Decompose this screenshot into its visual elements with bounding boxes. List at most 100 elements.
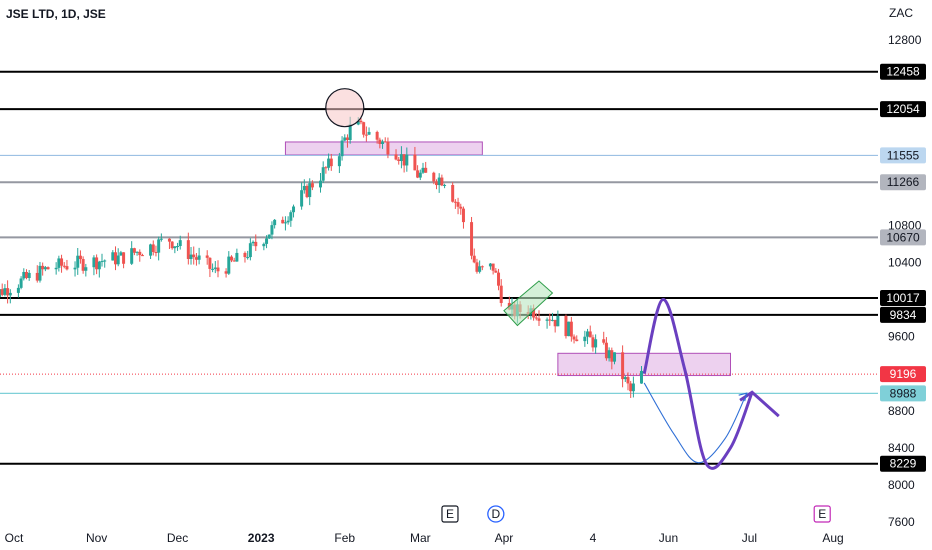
price-tag-bg	[880, 147, 926, 164]
candle-body	[22, 271, 26, 279]
candle-body	[548, 319, 552, 321]
earnings-event-marker[interactable]	[813, 505, 831, 523]
candle-body	[639, 370, 643, 384]
candle-body	[534, 317, 538, 319]
candle-body	[159, 238, 163, 240]
price-tag-8229: 8229	[890, 457, 917, 471]
candle-body	[356, 120, 360, 125]
candle-body	[488, 263, 492, 267]
candle-body	[76, 255, 80, 268]
candle-body	[497, 272, 501, 286]
candle-body	[267, 234, 271, 239]
candle-body	[170, 241, 174, 249]
candle-body	[194, 257, 198, 260]
candle-body	[556, 315, 560, 327]
candle-body	[197, 255, 201, 260]
candle-body	[248, 243, 252, 258]
candle-body	[246, 257, 250, 259]
candle-body	[329, 158, 333, 167]
candle-body	[154, 251, 158, 253]
candle-body	[451, 184, 455, 202]
candle-body	[591, 337, 595, 348]
event-marker-label: E	[446, 507, 454, 521]
event-marker-label: E	[818, 507, 826, 521]
candle-body	[0, 289, 2, 298]
time-tick-2023: 2023	[248, 531, 275, 545]
candle-body	[62, 265, 66, 267]
candle-body	[432, 172, 436, 182]
candle-body	[626, 377, 630, 384]
candle-body	[327, 158, 331, 168]
candle-body	[499, 285, 503, 303]
earnings-event-marker[interactable]	[441, 505, 459, 523]
projection-secondary-path	[643, 382, 748, 464]
time-tick-Feb: Feb	[334, 531, 355, 545]
candle-body	[631, 383, 635, 392]
candle-body	[553, 319, 557, 327]
candle-body	[116, 255, 120, 265]
candle-body	[227, 256, 231, 274]
candle-body	[8, 292, 12, 296]
price-axis[interactable]: 12800 10800 10400 9600 8800 8400 8000 7600	[888, 33, 922, 529]
candle-body	[286, 220, 290, 223]
candle-body	[281, 219, 285, 224]
candle-body	[394, 154, 398, 160]
candle-body	[337, 156, 341, 167]
price-tag-bg	[880, 455, 926, 472]
candle-body	[302, 185, 306, 191]
candle-body	[594, 339, 598, 348]
candle-body	[262, 243, 266, 247]
candle-body	[405, 154, 409, 166]
price-tag-8988: 8988	[890, 386, 917, 400]
candle-body	[103, 260, 107, 262]
candle-body	[43, 267, 47, 270]
price-tag-bg	[880, 63, 926, 80]
price-tag-10017: 10017	[886, 291, 920, 305]
candle-body	[24, 271, 28, 278]
price-tick-12800: 12800	[888, 33, 922, 47]
candle-body	[367, 131, 371, 135]
price-tag-bg	[880, 229, 926, 246]
time-tick-Oct: Oct	[5, 531, 24, 545]
candle-body	[254, 241, 258, 247]
candle-body	[453, 201, 457, 203]
candle-body	[375, 131, 379, 140]
candle-body	[97, 261, 101, 270]
candle-body	[35, 272, 39, 281]
candle-body	[397, 159, 401, 161]
price-tag-bg	[880, 385, 926, 402]
candle-body	[586, 331, 590, 337]
price-tag-9196: 9196	[890, 367, 917, 381]
candle-body	[111, 252, 115, 261]
time-tick-Jul: Jul	[742, 531, 757, 545]
price-tag-bg	[880, 101, 926, 118]
dividend-event-marker[interactable]	[487, 505, 505, 523]
candle-body	[305, 185, 309, 198]
candle-body	[208, 257, 212, 269]
price-tick-10400: 10400	[888, 255, 922, 269]
candle-body	[140, 255, 144, 257]
candle-body	[6, 288, 10, 296]
price-tick-8000: 8000	[888, 478, 915, 492]
candle-body	[232, 260, 236, 262]
time-axis[interactable]: Oct Nov Dec 2023 Feb Mar Apr 4 Jun Jul Aug	[5, 531, 844, 545]
candle-body	[38, 265, 42, 281]
candle-body	[532, 308, 536, 318]
candle-body	[176, 246, 180, 248]
candle-body	[60, 258, 64, 266]
candle-body	[364, 134, 368, 136]
candle-body	[114, 252, 117, 265]
candle-body	[424, 167, 428, 173]
candle-body	[459, 206, 463, 209]
candle-body	[461, 208, 465, 223]
candle-body	[173, 246, 177, 249]
candle-body	[213, 267, 217, 269]
candle-body	[610, 350, 614, 362]
candle-body	[122, 252, 126, 264]
price-tick-10800: 10800	[888, 218, 922, 232]
time-tick-Nov: Nov	[86, 531, 107, 545]
candle-body	[41, 265, 45, 270]
candle-body	[151, 244, 155, 252]
